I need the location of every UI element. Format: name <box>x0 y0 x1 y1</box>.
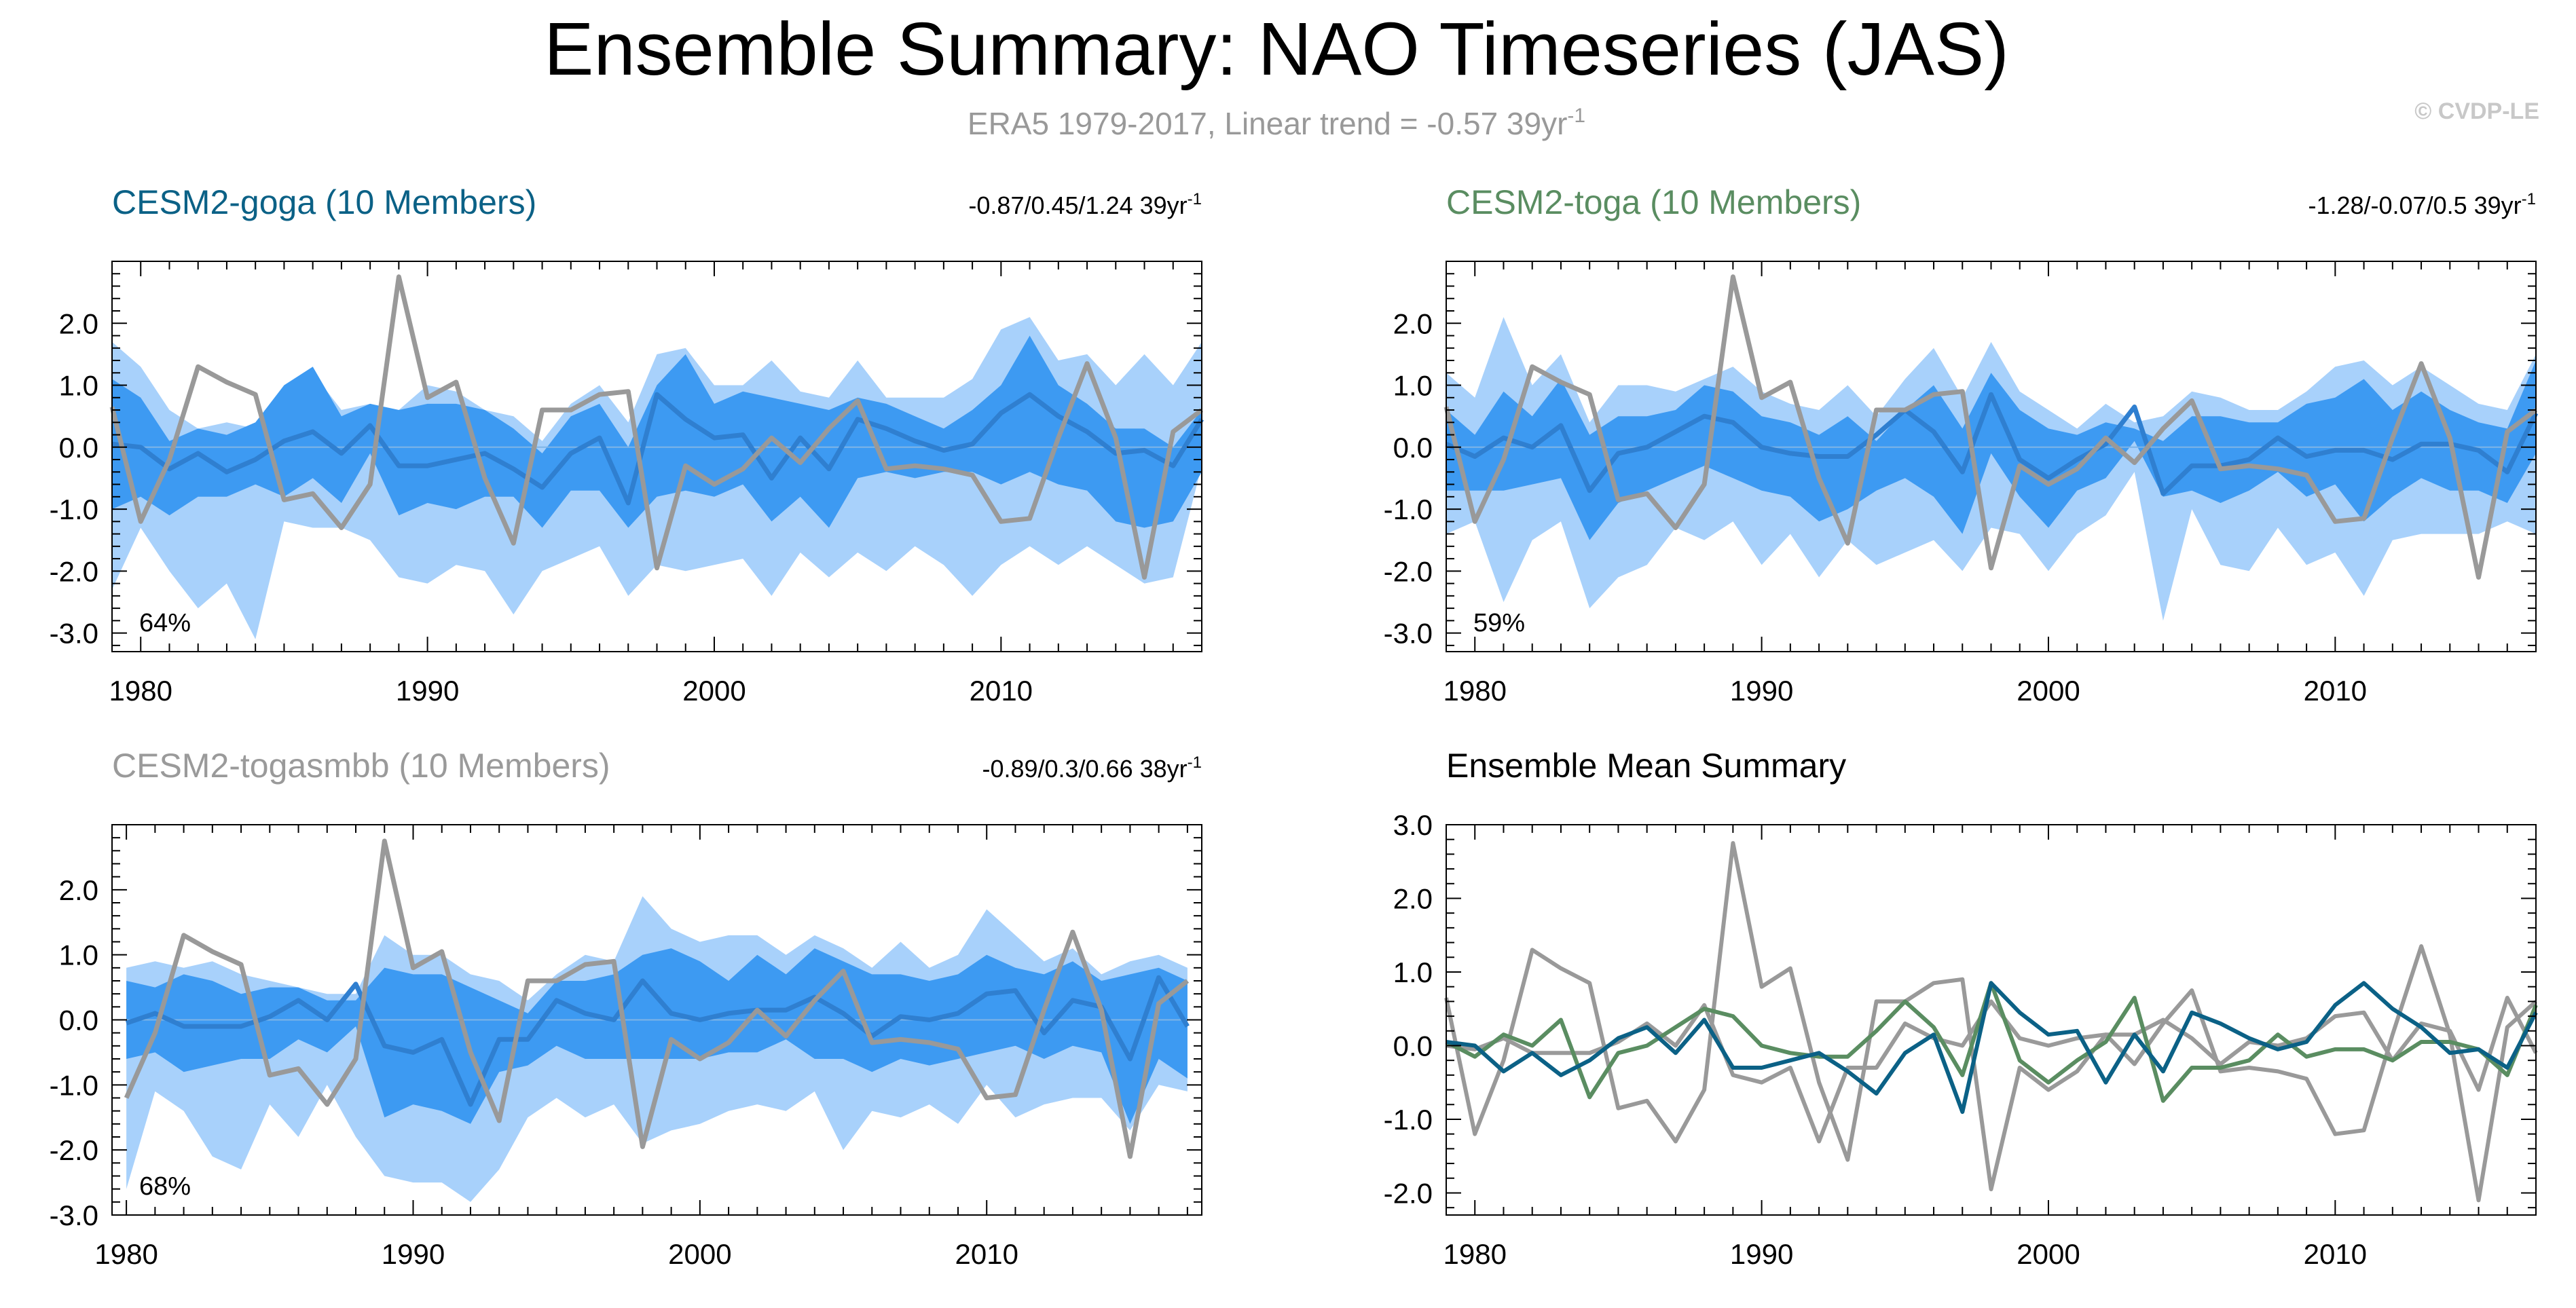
panel-title: CESM2-toga (10 Members) <box>1446 183 1861 221</box>
y-tick-label: 2.0 <box>1393 882 1433 914</box>
percent-label: 59% <box>1473 609 1525 637</box>
x-tick-label: 2010 <box>955 1238 1018 1270</box>
observed-line <box>109 274 1204 580</box>
stats-text: -0.89/0.3/0.66 38yr <box>982 755 1187 783</box>
inner-range-band <box>112 335 1202 528</box>
inner-range-band <box>1446 360 2536 540</box>
stats-superscript: -1 <box>1188 753 1202 772</box>
ensemble-mean-line <box>125 975 1190 1107</box>
x-tick-label: 1990 <box>382 1238 445 1270</box>
panel-goga: CESM2-goga (10 Members) -0.87/0.45/1.24 3… <box>50 183 1204 707</box>
stats-superscript: -1 <box>1188 190 1202 208</box>
y-tick-label: 1.0 <box>59 939 98 971</box>
x-tick-label: 1980 <box>109 675 172 707</box>
x-tick-label: 2010 <box>970 675 1033 707</box>
y-tick-label: 1.0 <box>1393 370 1433 402</box>
x-tick-label: 1980 <box>94 1238 158 1270</box>
stats-text: -0.87/0.45/1.24 39yr <box>968 191 1187 219</box>
series-line-era5 <box>1444 841 2538 1203</box>
subtitle-superscript: -1 <box>1567 105 1585 127</box>
y-tick-label: -2.0 <box>1384 1177 1433 1209</box>
inner-range-band <box>126 948 1188 1124</box>
y-tick-label: -3.0 <box>50 1199 98 1231</box>
plot-frame <box>1446 824 2537 1216</box>
y-tick-label: -1.0 <box>1384 493 1433 525</box>
x-tick-label: 1980 <box>1443 1238 1507 1270</box>
y-tick-label: -1.0 <box>50 493 98 525</box>
y-tick-label: -3.0 <box>1384 618 1433 650</box>
y-tick-label: 0.0 <box>59 432 98 464</box>
stats-superscript: -1 <box>2522 190 2536 208</box>
panel-title: Ensemble Mean Summary <box>1446 747 1846 785</box>
percent-label: 64% <box>139 609 191 637</box>
y-tick-label: -2.0 <box>50 1134 98 1166</box>
y-tick-label: -2.0 <box>50 555 98 587</box>
x-tick-label: 2000 <box>2017 1238 2080 1270</box>
y-tick-label: -1.0 <box>50 1069 98 1101</box>
x-tick-label: 1990 <box>396 675 459 707</box>
y-tick-label: 0.0 <box>59 1005 98 1036</box>
panel-mean_summary: Ensemble Mean Summary 3.0 2.0 1.0 0.0 -1.0 -2.… <box>1384 747 2538 1270</box>
subtitle-text: ERA5 1979-2017, Linear trend = -0.57 39y… <box>968 106 1568 141</box>
figure-title: Ensemble Summary: NAO Timeseries (JAS) <box>544 7 2009 91</box>
panel-toga: CESM2-toga (10 Members) -1.28/-0.07/0.5 3… <box>1384 183 2539 707</box>
panel-stats: -0.87/0.45/1.24 39yr-1 <box>968 190 1202 219</box>
panel-togasmbb: CESM2-togasmbb (10 Members) -0.89/0.3/0.6… <box>50 747 1202 1270</box>
percent-label: 68% <box>139 1172 191 1201</box>
x-tick-label: 2000 <box>668 1238 731 1270</box>
x-tick-label: 2000 <box>682 675 746 707</box>
observed-line <box>124 838 1190 1159</box>
x-tick-label: 2010 <box>2304 675 2367 707</box>
series-line-cesm2-goga <box>1446 981 2538 1115</box>
figure-subtitle: ERA5 1979-2017, Linear trend = -0.57 39y… <box>968 105 1585 141</box>
credit-label: © CVDP-LE <box>2414 98 2539 124</box>
panel-stats: -1.28/-0.07/0.5 39yr-1 <box>2308 190 2536 219</box>
y-tick-label: -3.0 <box>50 618 98 650</box>
panel-title: CESM2-goga (10 Members) <box>112 183 536 221</box>
ensemble-mean-line <box>1445 392 2539 496</box>
observed-line <box>1443 274 2538 580</box>
y-tick-label: 3.0 <box>1393 809 1433 841</box>
y-tick-label: 0.0 <box>1393 1030 1433 1062</box>
y-tick-label: 2.0 <box>59 307 98 339</box>
y-tick-label: 2.0 <box>1393 307 1433 339</box>
y-tick-label: 0.0 <box>1393 432 1433 464</box>
panel-stats: -0.89/0.3/0.66 38yr-1 <box>982 753 1202 783</box>
x-tick-label: 1980 <box>1443 675 1507 707</box>
y-tick-label: 2.0 <box>59 874 98 906</box>
x-tick-label: 1990 <box>1730 675 1793 707</box>
y-tick-label: -2.0 <box>1384 555 1433 587</box>
y-tick-label: 1.0 <box>1393 956 1433 988</box>
charts-container: CESM2-goga (10 Members) -0.87/0.45/1.24 3… <box>50 183 2539 1270</box>
y-tick-label: 1.0 <box>59 370 98 402</box>
ensemble-mean-line <box>111 392 1204 506</box>
x-tick-label: 2000 <box>2017 675 2080 707</box>
stats-text: -1.28/-0.07/0.5 39yr <box>2308 191 2521 219</box>
panel-title: CESM2-togasmbb (10 Members) <box>112 747 610 785</box>
x-tick-label: 2010 <box>2304 1238 2367 1270</box>
y-tick-label: -1.0 <box>1384 1104 1433 1136</box>
x-tick-label: 1990 <box>1730 1238 1793 1270</box>
